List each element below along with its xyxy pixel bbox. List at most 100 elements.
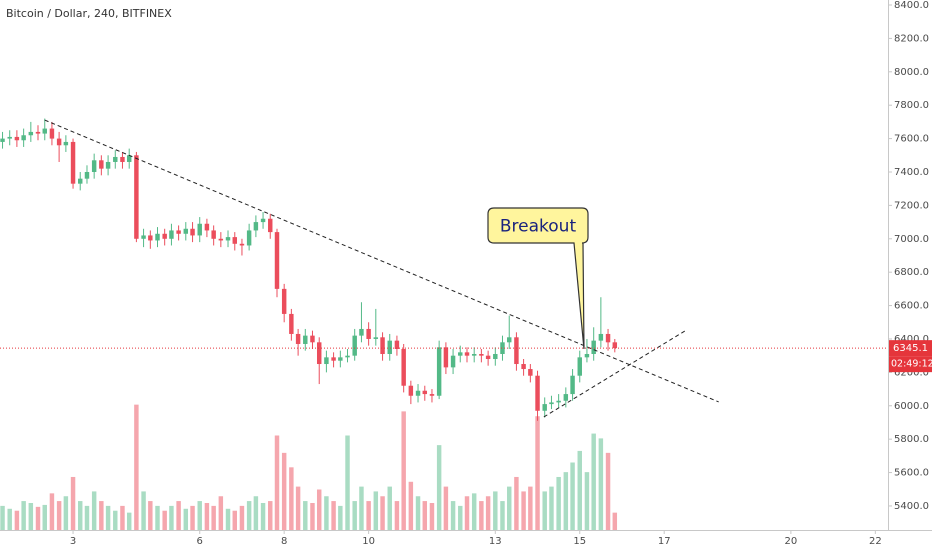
volume-bar: [35, 506, 41, 530]
candle-body: [324, 357, 329, 365]
volume-bar: [570, 462, 575, 530]
candle-body: [42, 128, 47, 134]
volume-bar: [162, 510, 167, 530]
candle-body: [345, 355, 350, 358]
y-tick-label: 8200.0: [894, 33, 929, 44]
candle-body: [63, 141, 69, 146]
volume-bar: [176, 501, 181, 530]
candle-body: [380, 337, 385, 355]
volume-bar: [120, 505, 125, 530]
x-tick-label: 17: [658, 536, 671, 547]
volume-bar: [99, 501, 104, 530]
volume-bar: [436, 445, 442, 530]
volume-bar: [493, 491, 498, 530]
volume-bar: [458, 505, 463, 530]
volume-bar: [190, 505, 195, 530]
volume-bar: [324, 496, 329, 530]
volume-bar: [373, 491, 379, 530]
volume-bar: [422, 501, 428, 530]
candle-body: [28, 131, 34, 136]
last-price-box: [889, 340, 932, 357]
candle-body: [422, 390, 428, 395]
candle-body: [408, 385, 414, 396]
volume-bar: [126, 512, 132, 530]
volume-bar: [134, 404, 139, 530]
candle-body: [521, 364, 526, 370]
candle-body: [274, 232, 280, 289]
volume-bar: [563, 472, 569, 530]
volume-bar: [380, 496, 385, 530]
candle-body: [225, 237, 231, 241]
candle-body: [528, 369, 533, 376]
volume-bar: [260, 503, 266, 530]
candle-body: [366, 328, 371, 339]
volume-bar: [21, 501, 26, 530]
volume-bar: [443, 486, 449, 530]
candle-body: [14, 136, 20, 141]
volume-bar: [56, 501, 62, 530]
candle-body: [84, 171, 90, 179]
volume-bar: [274, 435, 280, 530]
volume-bar: [0, 505, 5, 530]
candle-body: [303, 335, 308, 344]
candle-body: [141, 235, 146, 239]
volume-bar: [310, 503, 315, 530]
candle-body: [155, 233, 160, 241]
volume-bar: [549, 486, 554, 530]
y-tick-label: 6600.0: [894, 301, 929, 312]
candle-body: [450, 355, 456, 368]
y-tick-label: 8000.0: [894, 67, 929, 78]
volume-bar: [148, 501, 153, 530]
candle-body: [113, 156, 118, 162]
candle-body: [563, 394, 569, 401]
volume-bar: [471, 493, 477, 530]
volume-bar: [429, 503, 435, 530]
candle-body: [549, 402, 554, 405]
volume-bar: [268, 501, 273, 530]
volume-bar: [479, 501, 484, 530]
volume-bar: [485, 496, 491, 530]
volume-bar: [63, 496, 69, 530]
candle-body: [401, 348, 406, 386]
candle-body: [359, 328, 364, 336]
x-tick-label: 6: [197, 536, 203, 547]
volume-bar: [246, 501, 252, 530]
volume-bar: [345, 435, 350, 530]
candle-body: [507, 337, 512, 343]
candle-body: [56, 138, 62, 146]
candle-body: [120, 156, 125, 162]
candle-body: [295, 333, 301, 344]
candle-body: [35, 131, 41, 134]
candle-body: [500, 342, 505, 355]
volume-bar: [514, 476, 519, 530]
volume-bar: [105, 505, 111, 530]
countdown-label: 02:49:12: [891, 359, 932, 370]
volume-bar: [605, 452, 611, 530]
candle-body: [211, 230, 216, 239]
volume-bar: [239, 505, 245, 530]
candle-body: [493, 354, 498, 360]
candle-body: [373, 337, 379, 339]
volume-bar: [366, 501, 371, 530]
volume-bar: [556, 476, 561, 530]
candle-body: [394, 340, 400, 349]
x-tick-label: 8: [281, 536, 287, 547]
y-tick-label: 7800.0: [894, 100, 929, 111]
candle-body: [126, 155, 132, 162]
candle-body: [591, 340, 596, 355]
candle-body: [542, 404, 547, 411]
volume-bar: [211, 505, 216, 530]
volume-bar: [91, 491, 97, 530]
volume-bar: [507, 486, 512, 530]
candle-body: [310, 335, 315, 343]
y-tick-label: 8400.0: [894, 0, 929, 11]
candle-body: [471, 354, 477, 356]
volume-bar: [295, 486, 301, 530]
candle-body: [134, 155, 139, 239]
x-tick-label: 20: [785, 536, 798, 547]
candle-body: [352, 335, 357, 356]
candle-body: [415, 390, 421, 396]
volume-bar: [70, 476, 76, 530]
volume-bar: [591, 433, 596, 530]
